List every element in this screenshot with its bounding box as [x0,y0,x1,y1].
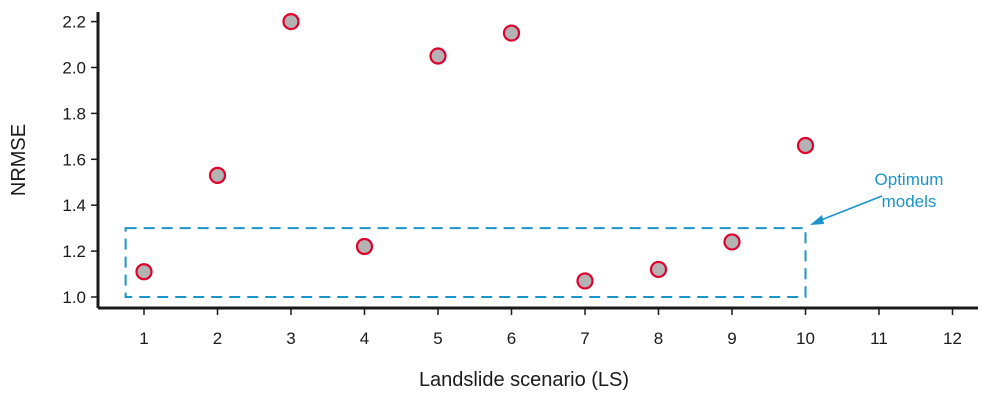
x-tick-label: 7 [580,329,589,348]
data-point-ls-5 [429,47,447,65]
optimum-models-annotation: Optimum models [810,170,943,225]
x-tick-label: 3 [286,329,295,348]
y-axis-title: NRMSE [8,124,30,196]
optimum-models-box [124,227,807,298]
data-point-ls-3 [282,13,300,31]
data-point-ls-4 [355,237,374,256]
data-point-ls-9 [723,233,741,251]
annotation-line-1: Optimum [875,170,944,189]
x-tick-label: 9 [727,329,736,348]
y-tick-label: 1.6 [62,150,86,169]
y-tick-label: 1.8 [62,104,86,123]
x-tick-label: 4 [360,329,369,348]
annotation-arrow-head [810,215,824,225]
data-points [135,13,815,290]
annotation-line-2: models [882,192,937,211]
data-point-ls-8 [649,260,668,279]
x-ticks: 1 2 3 4 5 6 7 8 9 10 11 12 [139,308,962,348]
x-tick-label: 11 [870,329,888,348]
data-point-ls-2 [208,166,227,184]
y-tick-label: 1.4 [62,196,86,215]
x-tick-label: 10 [796,329,815,348]
annotation-arrow-shaft [815,195,883,223]
x-tick-label: 12 [943,329,962,348]
x-tick-label: 2 [213,329,222,348]
data-point-ls-1 [135,263,153,281]
x-tick-label: 8 [654,329,663,348]
y-tick-label: 2.2 [62,13,86,32]
x-tick-label: 1 [139,329,148,348]
y-tick-label: 1.0 [62,288,86,307]
y-ticks: 1.0 1.2 1.4 1.6 1.8 2.0 2.2 [62,13,98,307]
data-point-ls-6 [502,24,521,42]
data-point-ls-10 [796,136,815,155]
y-tick-label: 2.0 [62,59,86,78]
data-point-ls-7 [576,272,594,290]
x-tick-label: 6 [507,329,516,348]
x-tick-label: 5 [433,329,442,348]
x-axis-title: Landslide scenario (LS) [419,369,629,391]
y-tick-label: 1.2 [62,242,86,261]
